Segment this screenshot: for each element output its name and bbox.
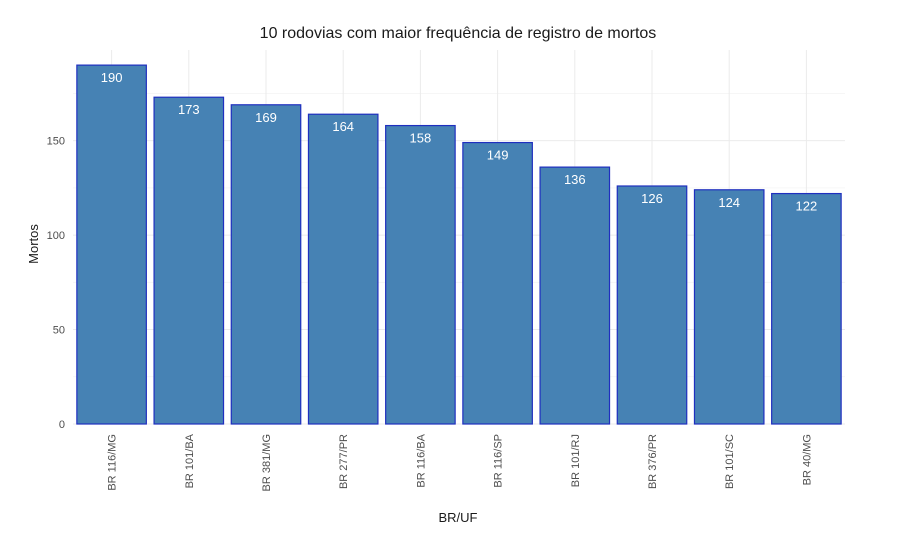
bar xyxy=(693,189,765,425)
bar xyxy=(771,192,842,425)
bar-value-label: 122 xyxy=(796,199,818,214)
x-tick-label: BR 277/PR xyxy=(338,434,350,489)
bar-value-label: 164 xyxy=(332,119,354,134)
bars xyxy=(76,64,842,425)
bar xyxy=(76,64,147,425)
y-tick-label: 0 xyxy=(59,419,65,431)
bar-value-label: 124 xyxy=(718,195,740,210)
bar xyxy=(230,104,302,425)
x-tick-label: BR 376/PR xyxy=(647,434,659,489)
y-tick-label: 100 xyxy=(47,230,65,242)
bar-value-label: 149 xyxy=(487,148,509,163)
y-tick-label: 50 xyxy=(53,325,65,337)
x-tick-label: BR 40/MG xyxy=(801,434,813,485)
x-tick-label: BR 381/MG xyxy=(261,434,273,491)
x-tick-label: BR 116/SP xyxy=(493,434,505,488)
bar xyxy=(462,141,533,425)
x-axis-ticks: BR 116/MG BR 101/BA BR 381/MG BR 277/PR BR 1… xyxy=(107,433,814,491)
bar xyxy=(616,185,688,425)
x-tick-label: BR 116/BA xyxy=(415,433,427,487)
y-tick-label: 150 xyxy=(47,136,65,148)
bar xyxy=(539,166,611,425)
x-tick-label: BR 101/BA xyxy=(184,433,196,488)
chart-title: 10 rodovias com maior frequência de regi… xyxy=(260,25,657,42)
bar-value-label: 158 xyxy=(410,131,432,146)
bar-value-labels: 190 173 169 164 158 149 136 126 124 122 xyxy=(101,70,818,213)
bar xyxy=(153,96,225,425)
x-tick-label: BR 116/MG xyxy=(107,434,119,491)
bar-value-label: 169 xyxy=(255,110,277,125)
bar-value-label: 190 xyxy=(101,70,123,85)
y-axis-ticks: 0 50 100 150 xyxy=(47,136,65,431)
bar-value-label: 126 xyxy=(641,191,663,206)
bar-value-label: 173 xyxy=(178,102,200,117)
y-axis-title: Mortos xyxy=(26,224,41,264)
x-axis-title: BR/UF xyxy=(439,510,478,525)
bar xyxy=(385,124,456,425)
bar xyxy=(307,113,379,425)
x-tick-label: BR 101/RJ xyxy=(570,434,582,487)
x-tick-label: BR 101/SC xyxy=(724,434,736,489)
bar-value-label: 136 xyxy=(564,172,586,187)
